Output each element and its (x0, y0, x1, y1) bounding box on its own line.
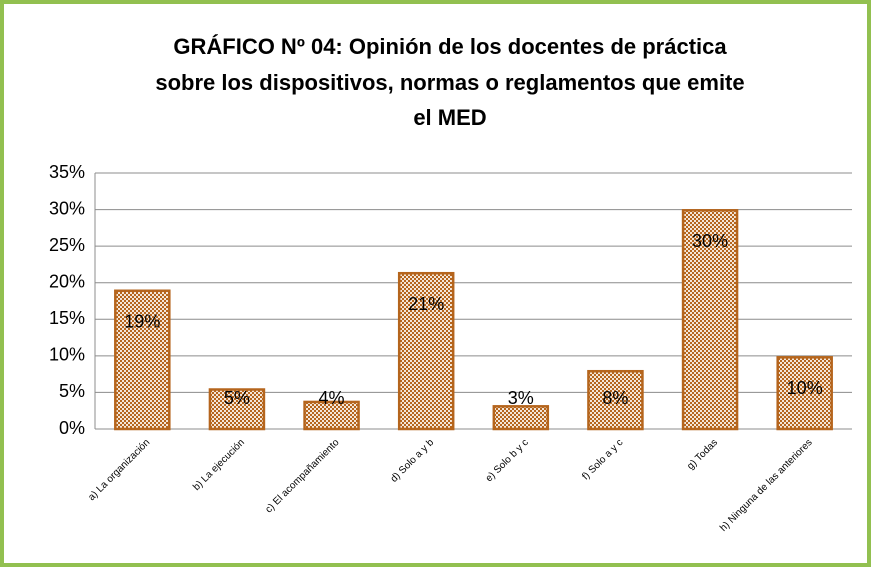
bar (776, 356, 833, 431)
y-tick-label: 5% (59, 381, 85, 401)
y-tick-label: 0% (59, 418, 85, 438)
y-tick-label: 30% (49, 198, 85, 218)
data-label: 3% (508, 388, 534, 408)
data-label: 21% (408, 294, 444, 314)
y-tick-label: 25% (49, 235, 85, 255)
bar (303, 400, 360, 431)
chart-title: sobre los dispositivos, normas o reglame… (155, 70, 744, 95)
data-label: 30% (692, 231, 728, 251)
bar (587, 369, 644, 431)
y-tick-label: 15% (49, 308, 85, 328)
bar (681, 209, 739, 431)
data-label: 10% (787, 378, 823, 398)
bar (208, 388, 266, 431)
chart-title: GRÁFICO Nº 04: Opinión de los docentes d… (173, 34, 727, 59)
data-label: 19% (124, 312, 160, 332)
data-label: 5% (224, 388, 250, 408)
bar (492, 405, 550, 431)
bar (397, 271, 455, 431)
y-tick-label: 10% (49, 345, 85, 365)
y-tick-label: 20% (49, 271, 85, 291)
bar (114, 289, 171, 431)
y-tick-label: 35% (49, 162, 85, 182)
chart-title: el MED (413, 105, 486, 130)
data-label: 4% (319, 388, 345, 408)
data-label: 8% (602, 388, 628, 408)
